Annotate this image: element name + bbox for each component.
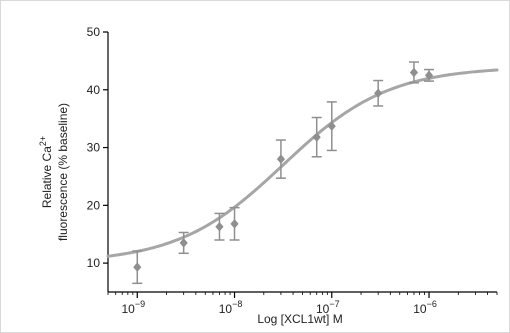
y-tick-label: 20 — [87, 198, 101, 212]
y-axis-title: Relative Ca2+ fluorescence (% baseline) — [38, 103, 70, 241]
data-point — [276, 154, 286, 164]
fit-curve — [106, 68, 499, 258]
x-tick-label: 10−7 — [316, 299, 340, 316]
y-axis-title-line2: fluorescence (% baseline) — [56, 103, 70, 241]
data-point — [409, 67, 419, 78]
data-point — [424, 70, 434, 81]
data-point — [230, 218, 239, 229]
x-tick-label: 10−9 — [121, 299, 145, 316]
data-point — [312, 132, 321, 143]
y-tick-label: 40 — [87, 83, 101, 97]
x-tick-label: 10−8 — [219, 299, 243, 316]
y-axis-title-line1: Relative Ca2+ — [38, 136, 54, 208]
y-tick-label: 10 — [87, 256, 101, 270]
data-point — [133, 262, 142, 273]
x-tick-label: 10−6 — [413, 299, 437, 316]
y-axis-title-superscript: 2+ — [38, 136, 48, 146]
data-point — [374, 88, 383, 99]
y-tick-label: 50 — [87, 25, 101, 39]
x-axis-title: Log [XCL1wt] M — [257, 312, 342, 326]
y-tick-label: 30 — [87, 141, 101, 155]
data-point — [179, 238, 188, 248]
data-point — [215, 221, 224, 232]
data-point — [327, 121, 336, 132]
